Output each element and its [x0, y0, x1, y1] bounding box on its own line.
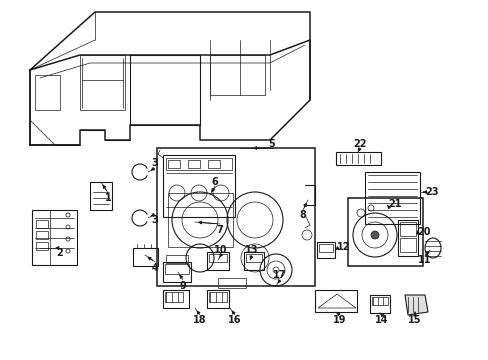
Text: 10: 10 [214, 245, 227, 255]
Bar [207, 160, 220, 168]
Bar [208, 292, 226, 302]
Bar [316, 242, 334, 258]
Bar [399, 222, 415, 236]
Bar [36, 231, 48, 239]
Bar [209, 55, 264, 95]
Bar [163, 290, 189, 308]
Bar [371, 297, 387, 305]
Bar [218, 278, 245, 288]
Bar [164, 292, 183, 302]
Circle shape [370, 231, 378, 239]
Text: 17: 17 [273, 270, 286, 280]
Text: 3: 3 [151, 158, 158, 168]
Text: 19: 19 [332, 315, 346, 325]
Text: 13: 13 [245, 245, 258, 255]
Bar [36, 220, 48, 228]
Bar [163, 262, 191, 282]
Bar [168, 160, 180, 168]
Bar [80, 55, 125, 110]
Text: 1: 1 [104, 193, 111, 203]
Bar [206, 252, 228, 270]
Text: 4: 4 [151, 263, 158, 273]
Bar [244, 252, 264, 270]
Text: 14: 14 [374, 315, 388, 325]
Text: 21: 21 [387, 199, 401, 209]
Text: 11: 11 [417, 255, 431, 265]
Bar [397, 220, 417, 256]
Bar [206, 290, 228, 308]
Text: 6: 6 [211, 177, 218, 187]
Bar [157, 148, 314, 286]
Bar [187, 160, 200, 168]
Text: 20: 20 [416, 227, 430, 237]
Text: 16: 16 [228, 315, 241, 325]
Text: 8: 8 [299, 210, 306, 220]
Bar [163, 155, 235, 217]
Text: 7: 7 [216, 225, 223, 235]
Text: 23: 23 [425, 187, 438, 197]
Bar [164, 264, 189, 274]
Bar [32, 210, 77, 265]
Bar [347, 198, 422, 266]
Bar [364, 172, 419, 224]
Bar [369, 295, 389, 313]
Polygon shape [404, 295, 427, 315]
Text: 2: 2 [57, 248, 63, 258]
Bar [133, 248, 158, 266]
Text: 18: 18 [193, 315, 206, 325]
Bar [318, 244, 332, 252]
Text: 9: 9 [179, 281, 186, 291]
Text: 3: 3 [151, 215, 158, 225]
Bar [208, 254, 226, 262]
Bar [165, 158, 231, 170]
Text: 15: 15 [407, 315, 421, 325]
Text: 12: 12 [337, 242, 350, 252]
Text: 22: 22 [352, 139, 366, 149]
Bar [168, 193, 232, 247]
Bar [399, 238, 415, 252]
Bar [35, 75, 60, 110]
Text: 5: 5 [268, 139, 275, 149]
Bar [314, 290, 356, 312]
Bar [165, 255, 187, 263]
Bar [245, 254, 262, 262]
Bar [90, 182, 112, 210]
Bar [335, 152, 380, 165]
Bar [36, 242, 48, 250]
